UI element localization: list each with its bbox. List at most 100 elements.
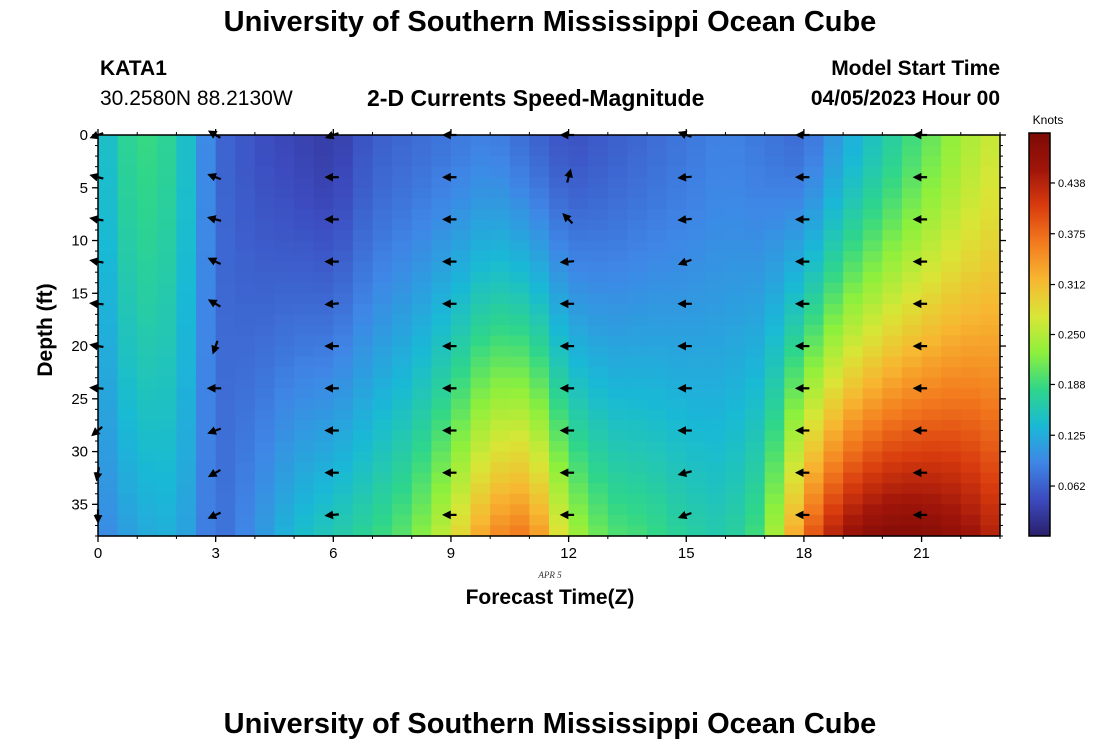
heatmap-cell xyxy=(352,493,374,505)
heatmap-cell xyxy=(921,388,942,400)
heatmap-cell xyxy=(627,177,648,189)
heatmap-cell xyxy=(411,430,432,442)
heatmap-cell xyxy=(784,409,805,421)
heatmap-cell xyxy=(607,388,629,400)
heatmap-cell xyxy=(137,261,158,273)
heatmap-cell xyxy=(647,377,668,389)
heatmap-cell xyxy=(686,272,707,284)
heatmap-cell xyxy=(823,525,844,537)
heatmap-cell xyxy=(176,504,197,516)
x-axis-label: Forecast Time(Z) xyxy=(466,586,635,609)
heatmap-cell xyxy=(450,198,472,210)
heatmap-cell xyxy=(529,240,550,252)
heatmap-cell xyxy=(647,430,668,442)
heatmap-cell xyxy=(764,335,785,347)
heatmap-cell xyxy=(549,293,570,305)
heatmap-cell xyxy=(745,335,766,347)
heatmap-cell xyxy=(607,367,629,379)
heatmap-cell xyxy=(117,377,138,389)
heatmap-cell xyxy=(156,398,178,410)
heatmap-cell xyxy=(196,409,217,421)
heatmap-cell xyxy=(352,377,374,389)
heatmap-cell xyxy=(666,187,687,199)
heatmap-cell xyxy=(666,335,687,347)
heatmap-cell xyxy=(294,430,315,442)
heatmap-cell xyxy=(666,240,687,252)
heatmap-cell xyxy=(921,367,942,379)
heatmap-cell xyxy=(529,430,550,442)
heatmap-cell xyxy=(313,388,334,400)
heatmap-cell xyxy=(529,388,550,400)
heatmap-cell xyxy=(784,441,805,453)
heatmap-cell xyxy=(921,504,942,516)
heatmap-cell xyxy=(137,272,158,284)
heatmap-cell xyxy=(215,504,236,516)
heatmap-cell xyxy=(509,261,530,273)
heatmap-cell xyxy=(647,272,668,284)
heatmap-cell xyxy=(843,272,864,284)
heatmap-cell xyxy=(156,462,178,474)
heatmap-cell xyxy=(196,282,217,294)
heatmap-cell xyxy=(156,251,178,263)
heatmap-cell xyxy=(411,145,432,157)
heatmap-cell xyxy=(803,282,825,294)
heatmap-cell xyxy=(980,388,1001,400)
heatmap-cell xyxy=(647,229,668,242)
heatmap-cell xyxy=(941,377,962,389)
heatmap-cell xyxy=(352,409,374,421)
heatmap-cell xyxy=(294,324,315,337)
heatmap-cell xyxy=(235,514,256,527)
heatmap-cell xyxy=(333,356,354,368)
heatmap-cell xyxy=(549,493,570,505)
heatmap-cell xyxy=(941,514,962,527)
heatmap-cell xyxy=(509,240,530,252)
heatmap-cell xyxy=(450,483,472,495)
heatmap-cell xyxy=(725,367,746,379)
heatmap-cell xyxy=(529,346,550,358)
heatmap-cell xyxy=(490,208,511,221)
heatmap-cell xyxy=(333,240,354,252)
heatmap-cell xyxy=(352,229,374,242)
heatmap-cell xyxy=(470,451,491,463)
heatmap-cell xyxy=(588,229,609,242)
heatmap-cell xyxy=(294,514,315,527)
heatmap-cell xyxy=(274,240,295,252)
heatmap-cell xyxy=(490,335,511,347)
heatmap-cell xyxy=(333,314,354,326)
heatmap-cell xyxy=(549,303,570,315)
heatmap-cell xyxy=(980,293,1001,305)
heatmap-cell xyxy=(941,303,962,315)
heatmap-cell xyxy=(235,251,256,263)
heatmap-cell xyxy=(431,430,452,442)
heatmap-cell xyxy=(411,261,432,273)
heatmap-cell xyxy=(274,177,295,189)
heatmap-cell xyxy=(254,145,276,157)
heatmap-cell xyxy=(705,261,727,273)
heatmap-cell xyxy=(215,251,236,263)
heatmap-cell xyxy=(254,388,276,400)
heatmap-cell xyxy=(98,388,119,400)
heatmap-cell xyxy=(745,135,766,147)
heatmap-cell xyxy=(862,177,883,189)
heatmap-cell xyxy=(568,324,589,337)
heatmap-cell xyxy=(627,335,648,347)
heatmap-cell xyxy=(705,504,727,516)
heatmap-cell xyxy=(549,240,570,252)
heatmap-cell xyxy=(98,177,119,189)
heatmap-cell xyxy=(549,504,570,516)
heatmap-cell xyxy=(450,346,472,358)
heatmap-cell xyxy=(803,493,825,505)
heatmap-cell xyxy=(647,504,668,516)
heatmap-cell xyxy=(392,229,413,242)
heatmap-cell xyxy=(647,177,668,189)
heatmap-cell xyxy=(372,430,393,442)
heatmap-cell xyxy=(509,430,530,442)
station-coords: 30.2580N 88.2130W xyxy=(100,87,293,110)
heatmap-cell xyxy=(745,398,766,410)
heatmap-cell xyxy=(98,451,119,463)
heatmap-cell xyxy=(490,219,511,231)
heatmap-cell xyxy=(666,282,687,294)
heatmap-cell xyxy=(450,303,472,315)
heatmap-cell xyxy=(725,324,746,337)
heatmap-cell xyxy=(980,177,1001,189)
